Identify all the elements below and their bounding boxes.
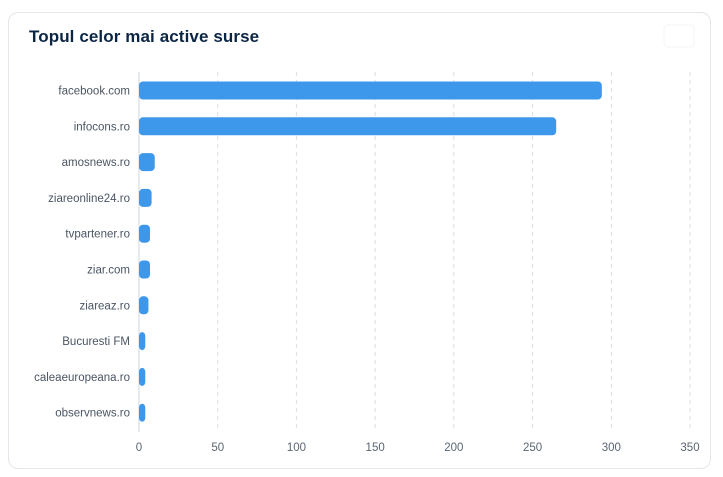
bar[interactable]: [139, 260, 151, 279]
bar[interactable]: [139, 332, 146, 351]
bar[interactable]: [139, 367, 146, 386]
category-label: Bucuresti FM: [62, 336, 130, 348]
x-tick-label: 0: [136, 442, 142, 454]
x-tick-label: 50: [211, 442, 224, 454]
bar[interactable]: [139, 296, 149, 315]
category-label: facebook.com: [58, 86, 130, 98]
chart-menu-icon[interactable]: [662, 23, 696, 49]
x-tick-label: 250: [523, 442, 542, 454]
bar[interactable]: [139, 153, 155, 172]
category-label: ziar.com: [87, 265, 130, 277]
category-label: tvpartener.ro: [65, 229, 130, 241]
category-label: infocons.ro: [74, 121, 130, 133]
bar[interactable]: [139, 188, 152, 207]
x-tick-labels: 0 50 100 150 200 250 300 350: [136, 442, 700, 454]
bar[interactable]: [139, 403, 146, 422]
bar[interactable]: [139, 224, 151, 243]
category-label: observnews.ro: [55, 408, 130, 420]
chart-title: Topul celor mai active surse: [29, 27, 260, 46]
bar[interactable]: [139, 117, 557, 136]
bar[interactable]: [139, 81, 602, 100]
x-tick-label: 100: [287, 442, 306, 454]
category-labels: facebook.com infocons.ro amosnews.ro ziareo…: [34, 86, 130, 420]
category-label: caleaeuropeana.ro: [34, 372, 130, 384]
category-label: ziareaz.ro: [80, 300, 131, 312]
x-tick-label: 350: [680, 442, 699, 454]
x-tick-label: 300: [602, 442, 621, 454]
x-tick-label: 200: [444, 442, 463, 454]
bars: [139, 81, 602, 422]
x-tick-label: 150: [366, 442, 385, 454]
category-label: ziareonline24.ro: [48, 193, 130, 205]
category-label: amosnews.ro: [62, 157, 130, 169]
